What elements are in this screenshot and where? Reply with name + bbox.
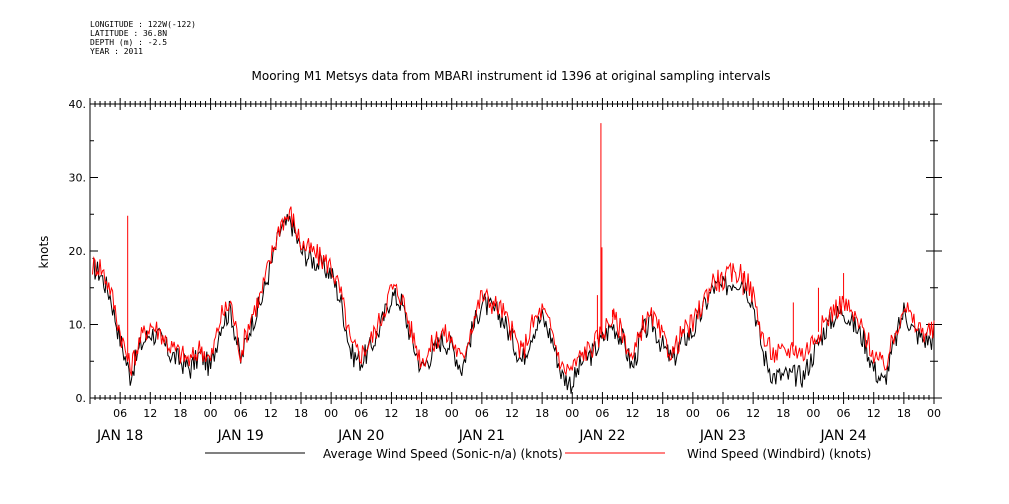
x-day-label: JAN 21: [458, 428, 505, 444]
legend: Average Wind Speed (Sonic-n/a) (knots) Wi…: [205, 447, 871, 461]
plot-border: [89, 103, 935, 399]
x-hour-label: 12: [746, 407, 760, 420]
x-hour-label: 06: [595, 407, 609, 420]
y-tick-label: 10.: [69, 319, 87, 332]
y-tick-label: 40.: [69, 98, 87, 111]
x-hour-label: 06: [234, 407, 248, 420]
x-hour-label: 12: [867, 407, 881, 420]
x-hour-label: 00: [806, 407, 820, 420]
y-tick-label: 20.: [69, 245, 87, 258]
x-hour-label: 06: [716, 407, 730, 420]
x-hour-label: 06: [837, 407, 851, 420]
x-day-label: JAN 24: [819, 428, 866, 444]
x-hour-label: 12: [384, 407, 398, 420]
x-day-label: JAN 23: [699, 428, 746, 444]
x-day-label: JAN 19: [217, 428, 264, 444]
x-hour-label: 00: [686, 407, 700, 420]
x-hour-label: 18: [656, 407, 670, 420]
x-hour-label: 12: [626, 407, 640, 420]
x-day-label: JAN 22: [578, 428, 625, 444]
plot-frame: [89, 103, 935, 399]
x-hour-label: 06: [475, 407, 489, 420]
latitude-text: LATITUDE : 36.8N: [90, 29, 168, 38]
x-axis-ticks: 06 12 18 00 06 12 18 00 06 12 18 00 06 12 18 00 06 12 18 00…: [89, 98, 941, 444]
y-axis-ticks: 0. 10. 20. 30. 40.: [69, 98, 942, 405]
longitude-text: LONGITUDE : 122W(-122): [90, 20, 196, 29]
x-hour-label: 12: [505, 407, 519, 420]
x-day-label: JAN 20: [337, 428, 384, 444]
x-hour-label: 18: [173, 407, 187, 420]
x-hour-label: 12: [143, 407, 157, 420]
x-hour-label: 00: [204, 407, 218, 420]
chart-title: Mooring M1 Metsys data from MBARI instru…: [252, 69, 771, 83]
x-hour-label: 18: [897, 407, 911, 420]
x-hour-label: 00: [324, 407, 338, 420]
x-hour-label: 18: [294, 407, 308, 420]
x-day-label: JAN 18: [96, 428, 143, 444]
x-hour-label: 18: [535, 407, 549, 420]
y-tick-label: 0.: [76, 392, 87, 405]
legend-label: Average Wind Speed (Sonic-n/a) (knots): [323, 447, 563, 461]
x-hour-label: 06: [354, 407, 368, 420]
series-line-0: [92, 213, 935, 394]
x-hour-label: 18: [776, 407, 790, 420]
x-hour-label: 18: [415, 407, 429, 420]
metadata-block: LONGITUDE : 122W(-122) LATITUDE : 36.8N …: [90, 20, 196, 56]
year-text: YEAR : 2011: [90, 47, 143, 56]
x-hour-label: 00: [927, 407, 941, 420]
y-axis-label: knots: [37, 236, 51, 269]
x-hour-label: 00: [445, 407, 459, 420]
depth-text: DEPTH (m) : -2.5: [90, 38, 168, 47]
x-hour-label: 06: [113, 407, 127, 420]
x-hour-label: 12: [264, 407, 278, 420]
series-line-1: [92, 206, 935, 377]
y-tick-label: 30.: [69, 172, 87, 185]
legend-label: Wind Speed (Windbird) (knots): [687, 447, 871, 461]
x-hour-label: 00: [565, 407, 579, 420]
series-layer: [92, 123, 935, 394]
